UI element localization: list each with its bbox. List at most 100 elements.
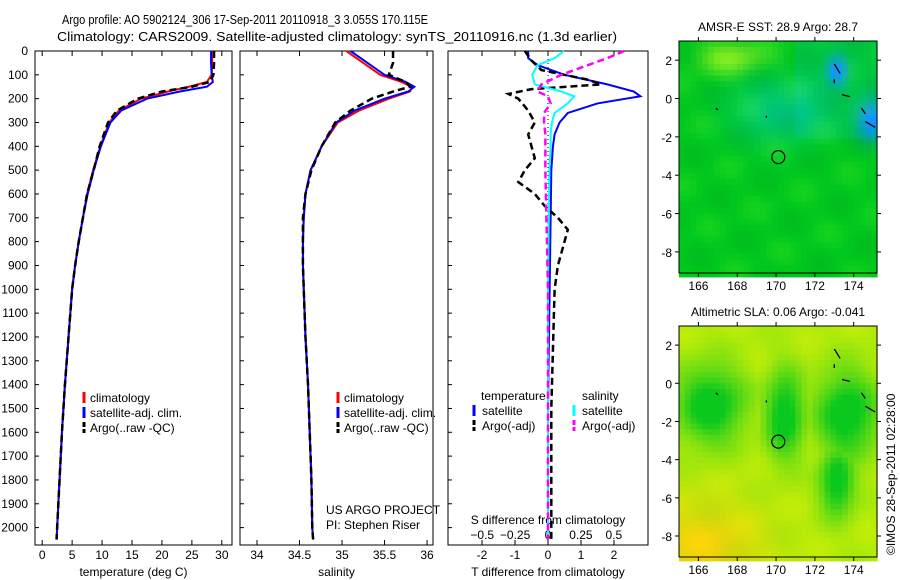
map-cell: [795, 389, 802, 396]
map-cell: [684, 121, 692, 128]
y-tick-label: 900: [8, 258, 28, 272]
legend-label: Argo(..raw -QC): [90, 421, 175, 435]
map-cell: [789, 394, 797, 402]
map-cell: [842, 366, 849, 373]
map-cell: [696, 354, 703, 361]
map-cell: [719, 52, 727, 59]
map-cell: [684, 532, 692, 539]
map-cell: [760, 110, 767, 117]
map-cell: [713, 41, 721, 48]
map-cell: [766, 555, 773, 562]
map-cell: [783, 486, 791, 493]
map-cell: [737, 133, 744, 140]
map-cell: [719, 41, 727, 48]
map-cell: [865, 486, 872, 493]
map-cell: [737, 121, 744, 128]
y-tick-label: 500: [8, 163, 28, 177]
map-cell: [830, 497, 837, 505]
map-cell: [818, 253, 826, 261]
map-cell: [725, 480, 733, 487]
series-line-satellite-adj-clim-: [55, 51, 214, 540]
map-cell: [789, 440, 797, 447]
map-cell: [725, 389, 733, 396]
map-cell: [731, 225, 738, 232]
map-cell: [725, 406, 733, 413]
map-cell: [690, 213, 698, 220]
map-cell: [731, 138, 738, 146]
map-cell: [690, 429, 698, 436]
map-cell: [679, 98, 686, 105]
map-cell: [801, 110, 808, 117]
map-cell: [865, 434, 872, 442]
map-cell: [830, 492, 837, 499]
map-cell: [871, 452, 878, 459]
map-cell: [824, 486, 832, 493]
map-cell: [679, 184, 686, 192]
map-cell: [830, 184, 837, 192]
map-cell: [737, 92, 744, 100]
map-cell: [708, 207, 715, 215]
map-cell: [696, 253, 703, 261]
map-cell: [679, 469, 686, 476]
map-cell: [725, 463, 733, 470]
map-cell: [783, 371, 791, 379]
map-cell: [760, 271, 767, 278]
map-cell: [865, 429, 872, 436]
map-cell: [824, 480, 832, 487]
map-cell: [795, 46, 802, 54]
map-cell: [772, 515, 779, 522]
y-tick-label: 400: [8, 139, 28, 153]
map-cell: [713, 92, 721, 100]
map-cell: [679, 555, 686, 562]
map-cell: [871, 156, 878, 163]
map-cell: [871, 202, 878, 209]
map-cell: [713, 452, 721, 459]
map-cell: [812, 121, 820, 128]
map-cell: [772, 331, 779, 339]
map-cell: [760, 486, 767, 493]
map-cell: [684, 138, 692, 146]
map-cell: [801, 434, 808, 442]
map-cell: [830, 549, 837, 556]
map-cell: [719, 161, 727, 169]
map-cell: [684, 242, 692, 249]
map-cell: [824, 41, 832, 48]
map-cell: [743, 207, 750, 215]
map-cell: [836, 138, 843, 146]
map-cell: [679, 207, 686, 215]
map-cell: [842, 248, 849, 255]
lat-tick-label: -6: [661, 492, 672, 506]
map-cell: [842, 202, 849, 209]
map-cell: [766, 133, 773, 140]
map-cell: [853, 150, 861, 157]
map-cell: [830, 537, 837, 545]
map-cell: [725, 348, 733, 356]
map-cell: [731, 98, 738, 105]
map-cell: [690, 265, 698, 272]
map-cell: [719, 343, 727, 350]
map-cell: [789, 360, 797, 367]
map-cell: [702, 543, 709, 550]
map-cell: [842, 497, 849, 505]
map-cell: [818, 150, 826, 157]
map-cell: [702, 377, 709, 384]
map-cell: [795, 265, 802, 272]
map-cell: [766, 121, 773, 128]
map-cell: [772, 343, 779, 350]
map-cell: [708, 121, 715, 128]
map-cell: [807, 179, 814, 186]
map-cell: [696, 377, 703, 384]
map-cell: [713, 515, 721, 522]
map-cell: [807, 173, 814, 180]
map-cell: [859, 526, 866, 533]
map-cell: [778, 463, 785, 470]
map-cell: [713, 337, 721, 344]
map-cell: [807, 202, 814, 209]
map-cell: [783, 52, 791, 59]
map-cell: [789, 41, 797, 48]
map-cell: [865, 394, 872, 402]
map-cell: [853, 480, 861, 487]
map-cell: [684, 104, 692, 111]
map-cell: [760, 184, 767, 192]
map-cell: [690, 469, 698, 476]
